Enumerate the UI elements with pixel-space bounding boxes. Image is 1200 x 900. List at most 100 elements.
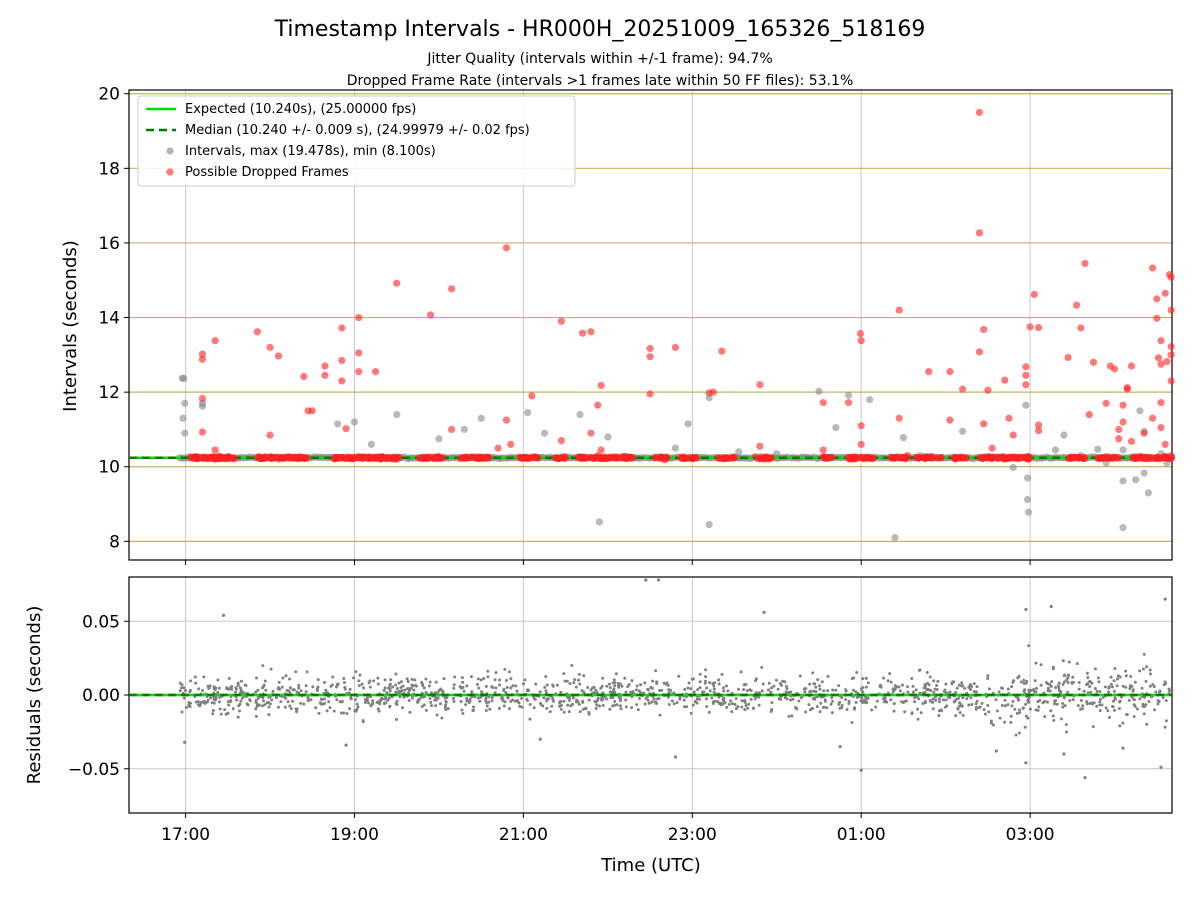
dropped-frame-point: [502, 244, 511, 252]
dropped-frame-point: [975, 108, 984, 116]
residual-point: [944, 698, 948, 702]
residual-point: [911, 684, 915, 688]
dropped-frame-point: [1161, 440, 1169, 448]
residual-point: [1066, 681, 1070, 685]
intervals-ytick-label-4: 16: [98, 234, 120, 254]
residual-point: [693, 699, 697, 703]
residual-point: [479, 678, 483, 682]
residual-point: [948, 696, 952, 700]
dropped-frame-baseline-point: [515, 453, 524, 461]
residual-point: [953, 699, 957, 703]
residual-point: [975, 699, 979, 703]
residual-point: [698, 686, 702, 690]
dropped-frame-baseline-point: [765, 455, 773, 463]
dropped-frame-point: [1153, 295, 1161, 303]
residual-point: [294, 670, 298, 674]
residual-point: [532, 706, 536, 710]
residual-point: [1112, 699, 1116, 703]
residual-point: [292, 688, 296, 692]
residual-point: [785, 697, 789, 701]
residual-point: [545, 699, 549, 703]
dropped-frame-point: [1140, 429, 1148, 437]
residual-point: [957, 683, 961, 687]
residual-point: [864, 676, 868, 680]
residual-point: [898, 689, 902, 693]
residual-point: [818, 687, 822, 691]
dropped-frame-point: [646, 353, 654, 361]
residual-point: [1057, 686, 1061, 690]
residual-point: [798, 674, 802, 678]
residual-point: [287, 689, 291, 693]
residual-point: [1049, 709, 1053, 713]
residual-point: [1096, 676, 1100, 680]
residual-point: [335, 698, 339, 702]
residual-point: [239, 688, 243, 692]
residual-point: [587, 698, 591, 702]
dropped-frame-baseline-point: [468, 453, 476, 461]
residual-point: [262, 684, 266, 688]
residual-point: [726, 689, 730, 693]
residual-point: [452, 683, 456, 687]
dropped-frame-point: [372, 368, 380, 376]
residual-point: [666, 683, 670, 687]
dropped-frame-baseline-point: [377, 453, 385, 461]
residual-point: [394, 672, 398, 676]
residual-point: [986, 677, 990, 681]
residual-outlier-point: [673, 755, 678, 759]
dropped-frame-point: [1153, 314, 1161, 322]
residual-point: [595, 703, 599, 707]
residual-point: [1051, 667, 1055, 671]
residual-point: [328, 706, 332, 710]
residual-point: [395, 699, 399, 703]
interval-point: [891, 534, 899, 542]
residual-point: [511, 684, 515, 688]
residual-point: [972, 682, 976, 686]
dropped-frame-point: [528, 392, 536, 400]
residual-point: [770, 686, 774, 690]
residual-point: [866, 681, 870, 685]
residual-point: [288, 677, 292, 681]
residual-point: [1030, 688, 1034, 692]
residual-point: [618, 699, 622, 703]
residual-point: [689, 711, 693, 715]
residual-point: [686, 686, 690, 690]
residual-point: [347, 691, 351, 695]
residual-point: [468, 697, 472, 701]
residual-point: [295, 710, 299, 714]
dropped-frame-baseline-point: [560, 454, 568, 462]
residual-point: [1131, 688, 1135, 692]
dropped-frame-point: [1102, 399, 1110, 407]
residual-point: [599, 698, 603, 702]
residual-point: [914, 688, 918, 692]
residual-point: [657, 697, 661, 701]
residual-point: [808, 682, 812, 686]
residual-point: [936, 679, 940, 683]
residual-point: [565, 679, 569, 683]
residual-point: [721, 686, 725, 690]
residual-point: [803, 690, 807, 694]
residual-point: [1142, 652, 1146, 656]
residual-point: [497, 706, 501, 710]
residual-point: [1027, 690, 1031, 694]
residual-point: [360, 682, 364, 686]
residual-point: [736, 705, 740, 709]
residual-point: [288, 704, 292, 708]
residual-point: [367, 701, 371, 705]
residual-point: [227, 677, 231, 681]
residual-point: [721, 702, 725, 706]
residual-outlier-point: [656, 578, 661, 582]
dropped-frame-baseline-point: [845, 454, 853, 462]
residual-point: [939, 708, 943, 712]
residual-point: [960, 681, 964, 685]
residual-point: [1043, 715, 1047, 719]
dropped-frame-baseline-point: [529, 453, 537, 461]
residual-point: [212, 695, 216, 699]
dropped-frame-baseline-point: [296, 454, 304, 463]
dropped-frame-baseline-point: [1013, 454, 1022, 462]
residual-point: [212, 701, 216, 705]
dropped-frame-point: [587, 328, 595, 336]
dropped-frame-point: [646, 344, 654, 353]
dropped-frame-baseline-point: [1098, 454, 1106, 462]
residual-point: [1109, 675, 1113, 679]
residual-point: [245, 702, 249, 706]
